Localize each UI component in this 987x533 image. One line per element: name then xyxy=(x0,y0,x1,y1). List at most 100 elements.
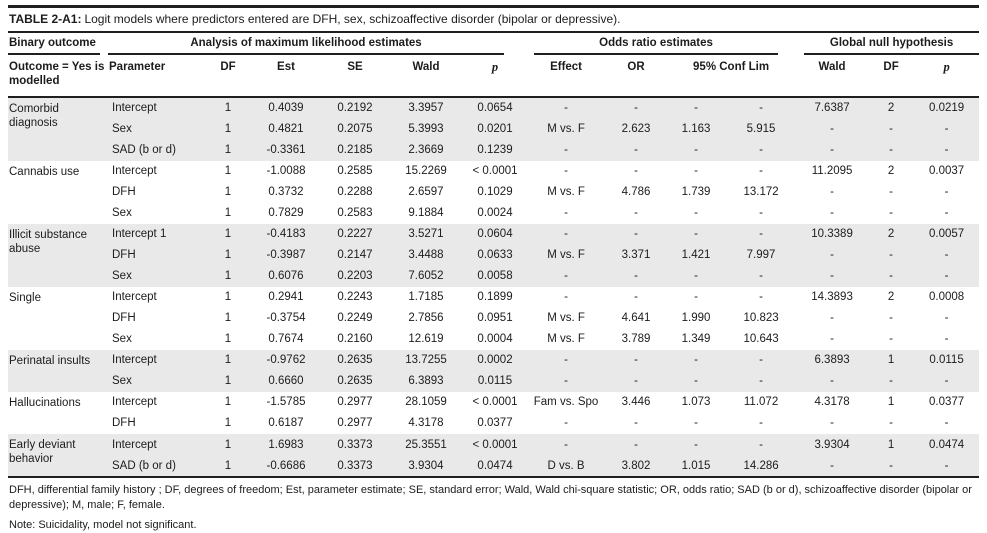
value-cell: - xyxy=(526,96,607,119)
column-header-conf-lim: 95% Conf Lim xyxy=(693,61,770,73)
value-cell: - xyxy=(914,455,980,478)
value-cell: - xyxy=(564,417,568,430)
value-cell: < 0.0001 xyxy=(472,396,518,409)
value-cell: 1 xyxy=(206,223,250,245)
table-row: Perinatal insults Intercept 1 -0.9762 0.2635… xyxy=(8,349,980,392)
value-cell: - xyxy=(526,434,607,456)
parameter-cell: DFH xyxy=(112,186,136,199)
value-cell: 1 xyxy=(224,333,232,346)
parameter-cell: DFH xyxy=(112,417,136,430)
value-cell: 0.2160 xyxy=(337,333,373,346)
value-cell: - xyxy=(564,165,568,178)
value-cell: M vs. F xyxy=(547,186,585,199)
value-cell: - xyxy=(526,370,607,392)
value-cell: 1 xyxy=(206,118,250,140)
value-cell: - xyxy=(564,291,568,304)
value-cell: - xyxy=(796,139,869,161)
value-cell: 10.823 xyxy=(743,312,779,325)
value-cell: 0.2635 xyxy=(322,370,388,392)
value-cell: 0.2635 xyxy=(322,349,388,371)
value-cell: 7.997 xyxy=(726,244,797,266)
value-cell: 1 xyxy=(224,417,232,430)
value-cell: 28.1059 xyxy=(405,396,447,409)
value-cell: 2 xyxy=(887,291,895,304)
parameter-cell: Intercept xyxy=(108,349,206,371)
value-cell: 0.0008 xyxy=(928,291,965,304)
value-cell: - xyxy=(759,291,763,304)
value-cell: - xyxy=(606,96,667,119)
value-cell: 3.5271 xyxy=(388,223,464,245)
parameter-cell: SAD (b or d) xyxy=(108,139,206,161)
parameter-cell: DFH xyxy=(108,244,206,266)
value-cell: - xyxy=(944,417,949,430)
value-cell: - xyxy=(666,139,727,161)
value-cell: 0.2185 xyxy=(322,139,388,161)
value-cell: < 0.0001 xyxy=(464,434,527,456)
value-cell: - xyxy=(944,312,949,325)
value-cell: 0.0115 xyxy=(914,349,980,371)
value-cell: 1.990 xyxy=(681,312,711,325)
value-cell: 0.2227 xyxy=(322,223,388,245)
value-cell: - xyxy=(526,265,607,287)
value-cell: 10.3389 xyxy=(796,223,869,245)
value-cell: M vs. F xyxy=(526,118,607,140)
value-cell: 1 xyxy=(206,370,250,392)
footnotes: DFH, differential family history ; DF, d… xyxy=(8,478,979,533)
column-header-global-wald: Wald xyxy=(818,61,846,73)
value-cell: - xyxy=(868,139,915,161)
value-cell: - xyxy=(914,118,980,140)
value-cell: - xyxy=(889,186,893,199)
value-cell: - xyxy=(914,139,980,161)
table-row: Sex 1 0.4821 0.2075 5.3993 0.0201 M vs. F 2.623… xyxy=(8,118,980,140)
value-cell: - xyxy=(694,291,698,304)
table-row: Comorbid diagnosis Intercept 1 0.4039 0.2192… xyxy=(8,96,980,161)
value-cell: - xyxy=(526,139,607,161)
value-cell: 1.349 xyxy=(681,333,711,346)
value-cell: 1 xyxy=(887,396,895,409)
parameter-cell: Intercept xyxy=(112,396,157,409)
value-cell: 1 xyxy=(224,312,232,325)
value-cell: - xyxy=(868,244,915,266)
value-cell: - xyxy=(666,223,727,245)
value-cell: 2 xyxy=(868,96,915,119)
value-cell: 2 xyxy=(887,165,895,178)
value-cell: 0.4821 xyxy=(250,118,322,140)
value-cell: - xyxy=(914,370,980,392)
column-header-se: SE xyxy=(347,61,363,73)
value-cell: - xyxy=(606,139,667,161)
value-cell: 0.2147 xyxy=(322,244,388,266)
table-row: Early deviant behavior Intercept 1 1.6983 0.… xyxy=(8,434,980,478)
value-cell: - xyxy=(830,312,834,325)
value-cell: 3.802 xyxy=(606,455,667,478)
value-cell: - xyxy=(694,165,698,178)
value-cell: - xyxy=(914,244,980,266)
value-cell: - xyxy=(726,223,797,245)
value-cell: -0.9762 xyxy=(250,349,322,371)
value-cell: - xyxy=(796,265,869,287)
value-cell: 6.3893 xyxy=(796,349,869,371)
column-header-outcome: Outcome = Yes is modelled xyxy=(9,61,105,88)
table-title-text: Logit models where predictors entered ar… xyxy=(84,12,621,26)
table-row: Sex 1 0.7829 0.2583 9.1884 0.0024 - - - - - - - xyxy=(8,203,979,224)
value-cell: 3.9304 xyxy=(796,434,869,456)
table-row: DFH 1 0.3732 0.2288 2.6597 0.1029 M vs. F 4.786… xyxy=(8,182,979,203)
table-row: SAD (b or d) 1 -0.6686 0.3373 3.9304 0.0474 D … xyxy=(8,455,980,478)
value-cell: 0.0058 xyxy=(464,265,527,287)
value-cell: - xyxy=(796,455,869,478)
outcome-cell: Cannabis use xyxy=(9,165,80,178)
value-cell: -0.6686 xyxy=(250,455,322,478)
value-cell: 0.4039 xyxy=(250,96,322,119)
value-cell: - xyxy=(830,186,834,199)
value-cell: - xyxy=(726,139,797,161)
value-cell: - xyxy=(694,417,698,430)
value-cell: 0.2977 xyxy=(337,417,373,430)
value-cell: 0.2243 xyxy=(337,291,373,304)
value-cell: 3.371 xyxy=(606,244,667,266)
value-cell: - xyxy=(606,223,667,245)
value-cell: 2.7856 xyxy=(408,312,444,325)
value-cell: - xyxy=(830,333,834,346)
value-cell: 11.2095 xyxy=(811,165,853,178)
value-cell: 12.619 xyxy=(408,333,444,346)
column-header-df: DF xyxy=(220,61,236,73)
value-cell: - xyxy=(634,291,638,304)
